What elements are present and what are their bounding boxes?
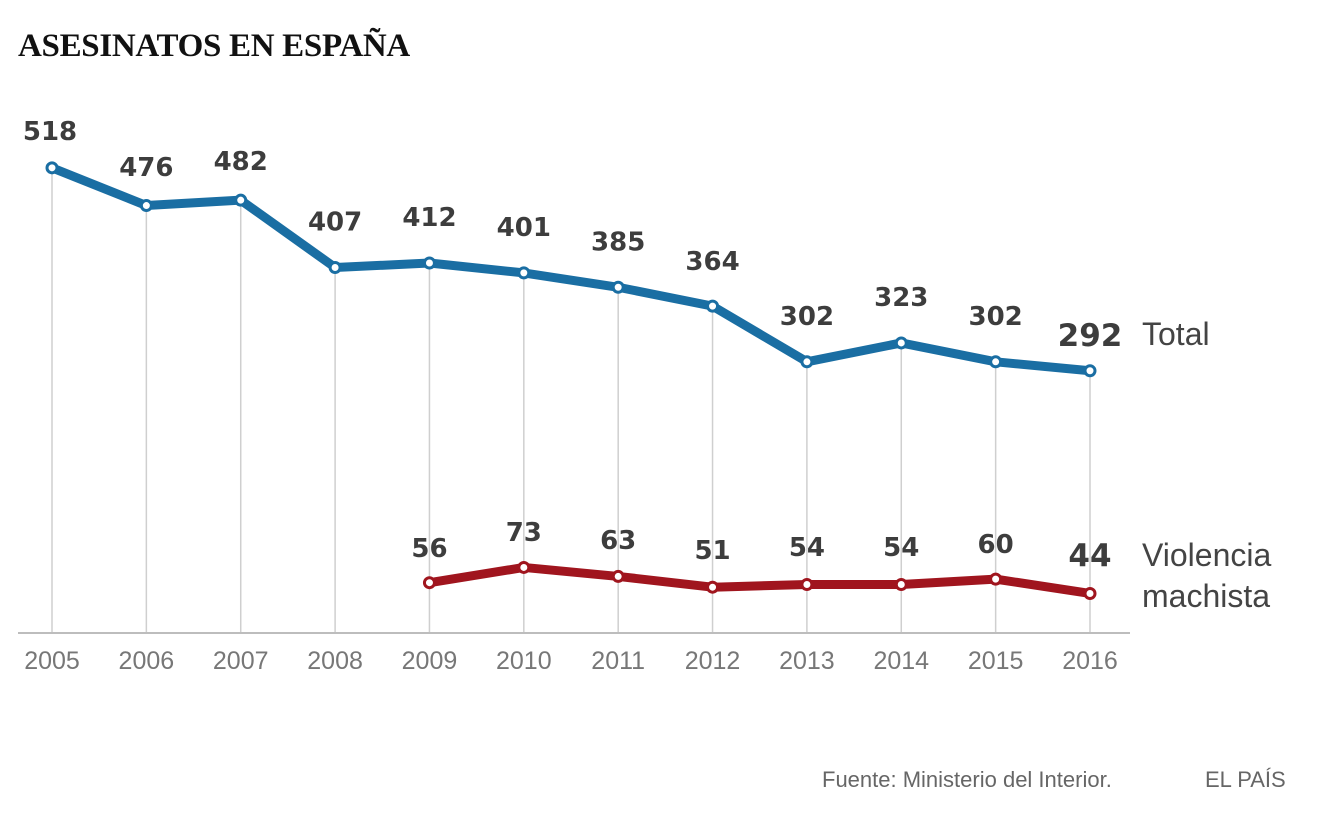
- data-point: [800, 355, 814, 369]
- data-point: [989, 355, 1003, 369]
- x-tick-label: 2012: [685, 647, 741, 675]
- data-point: [517, 560, 531, 574]
- data-label: 518: [23, 117, 77, 147]
- data-label: 63: [600, 526, 636, 556]
- x-tick-label: 2016: [1062, 647, 1118, 675]
- data-point: [139, 199, 153, 213]
- data-point: [328, 261, 342, 275]
- legend-label-total: Total: [1142, 316, 1210, 352]
- data-point: [517, 266, 531, 280]
- data-point: [45, 161, 59, 175]
- x-tick-labels: 2005 2006 2007 2008 2009 2010 2011 2012 2013 2014…: [24, 647, 1118, 675]
- grid-lines: [51, 167, 1091, 633]
- series-line-total: [47, 163, 1095, 376]
- data-label: 401: [497, 213, 551, 243]
- data-point: [894, 336, 908, 350]
- data-label: 302: [780, 302, 834, 332]
- data-point: [706, 580, 720, 594]
- x-tick-label: 2011: [591, 647, 645, 675]
- series-line-violencia-machista: [424, 562, 1095, 598]
- x-tick-label: 2008: [307, 647, 363, 675]
- data-label: 73: [506, 518, 542, 548]
- x-tick-label: 2007: [213, 647, 269, 675]
- data-point: [989, 572, 1003, 586]
- x-tick-label: 2005: [24, 647, 80, 675]
- data-point: [422, 256, 436, 270]
- x-tick-label: 2006: [119, 647, 175, 675]
- data-point: [611, 569, 625, 583]
- series-labels: Total Violencia machista: [1142, 316, 1271, 614]
- data-point: [422, 576, 436, 590]
- legend-label-violencia-machista: machista: [1142, 578, 1270, 614]
- data-label: 407: [308, 208, 362, 238]
- series-layer: [45, 161, 1097, 600]
- data-label: 51: [694, 536, 730, 566]
- data-point: [611, 280, 625, 294]
- brand-credit: EL PAÍS: [1205, 767, 1286, 792]
- data-point: [706, 299, 720, 313]
- data-label: 385: [591, 227, 645, 257]
- x-tick-label: 2009: [402, 647, 458, 675]
- x-tick-label: 2013: [779, 647, 835, 675]
- chart-title: ASESINATOS EN ESPAÑA: [18, 28, 410, 64]
- data-point: [1083, 364, 1097, 378]
- data-point: [234, 193, 248, 207]
- data-labels: 518 476 482 407 412 401 385 364 302 323 302 292 56 73…: [23, 117, 1123, 574]
- data-label: 60: [978, 530, 1014, 560]
- legend-label-violencia-machista: Violencia: [1142, 537, 1271, 573]
- data-label: 44: [1068, 538, 1111, 574]
- data-label: 323: [874, 283, 928, 313]
- data-point: [800, 578, 814, 592]
- data-label: 302: [968, 302, 1022, 332]
- data-label: 476: [119, 153, 173, 183]
- x-tick-label: 2014: [873, 647, 929, 675]
- x-tick-label: 2010: [496, 647, 552, 675]
- data-point: [894, 578, 908, 592]
- source-note: Fuente: Ministerio del Interior.: [822, 767, 1112, 792]
- data-label: 482: [214, 147, 268, 177]
- data-label: 56: [411, 534, 447, 564]
- data-label: 364: [685, 247, 739, 277]
- data-point: [1083, 586, 1097, 600]
- data-label: 412: [402, 203, 456, 233]
- x-tick-label: 2015: [968, 647, 1024, 675]
- data-label: 54: [883, 533, 919, 563]
- data-label: 54: [789, 533, 825, 563]
- data-label: 292: [1058, 318, 1123, 354]
